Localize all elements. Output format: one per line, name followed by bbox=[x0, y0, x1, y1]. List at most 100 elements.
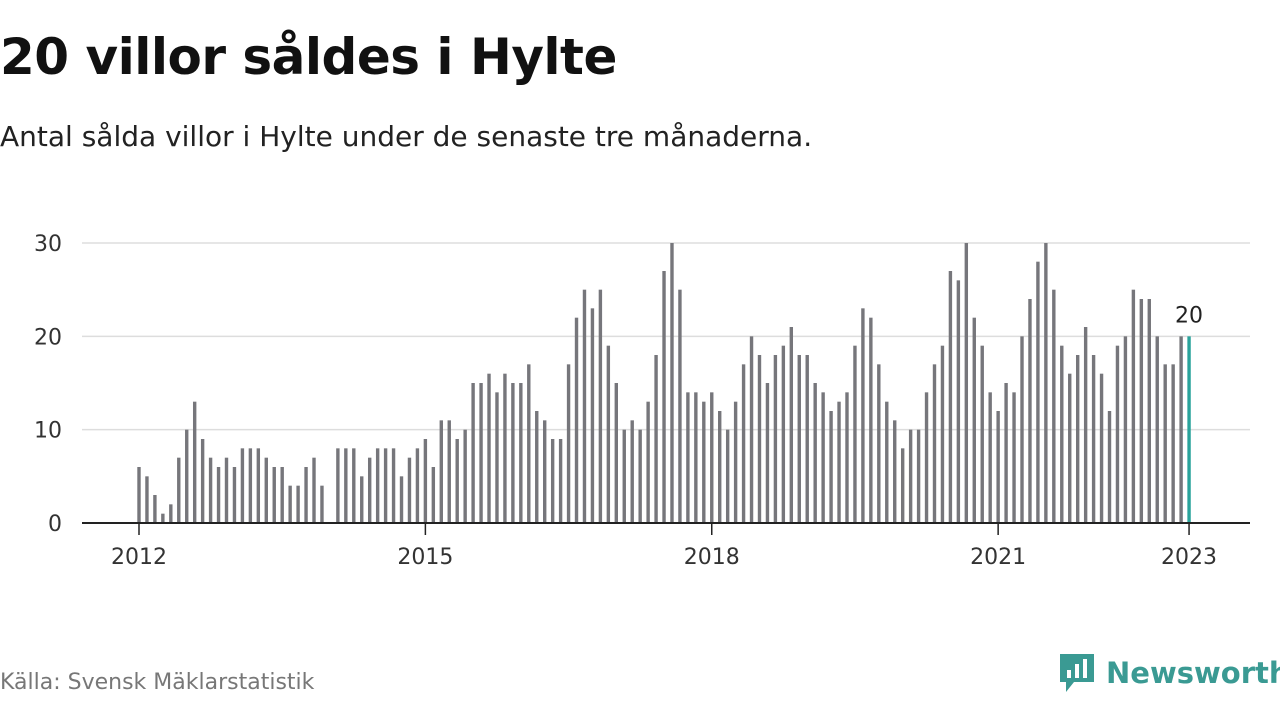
bar bbox=[638, 429, 642, 523]
bar bbox=[877, 364, 881, 523]
bar bbox=[718, 411, 722, 523]
bar bbox=[1012, 392, 1016, 523]
bar bbox=[853, 345, 857, 523]
bar bbox=[702, 401, 706, 523]
y-tick-label: 30 bbox=[34, 232, 62, 257]
bar bbox=[1155, 336, 1159, 523]
bar bbox=[980, 345, 984, 523]
newsworthy-logo-text: Newsworthy bbox=[1106, 656, 1280, 690]
bar bbox=[375, 448, 380, 523]
bar bbox=[710, 392, 714, 523]
bar bbox=[1075, 355, 1080, 523]
bar bbox=[153, 495, 157, 523]
bar bbox=[1139, 299, 1144, 523]
bar bbox=[821, 392, 825, 523]
bar bbox=[837, 401, 841, 523]
bar bbox=[1036, 261, 1040, 523]
bar bbox=[749, 336, 754, 523]
bar bbox=[789, 327, 794, 523]
bar bbox=[463, 429, 467, 523]
bar bbox=[185, 429, 189, 523]
bar bbox=[479, 383, 483, 523]
bar bbox=[741, 364, 746, 523]
bar bbox=[1107, 411, 1112, 523]
bar bbox=[694, 392, 698, 523]
bar bbox=[304, 467, 308, 523]
bar bbox=[352, 448, 356, 523]
bar bbox=[1131, 289, 1136, 523]
x-tick-label: 2021 bbox=[970, 545, 1026, 570]
x-tick-label: 2015 bbox=[397, 545, 453, 570]
bar bbox=[527, 364, 531, 523]
bar bbox=[256, 448, 261, 523]
bar bbox=[264, 457, 268, 523]
bar bbox=[1179, 336, 1183, 523]
y-tick-label: 0 bbox=[48, 512, 62, 537]
bar bbox=[169, 504, 173, 523]
bar bbox=[932, 364, 937, 523]
bar bbox=[916, 429, 921, 523]
bar bbox=[1068, 373, 1072, 523]
bar bbox=[630, 420, 634, 523]
page-title: 20 villor såldes i Hylte bbox=[0, 28, 617, 86]
bar bbox=[1163, 364, 1167, 523]
bar bbox=[495, 392, 499, 523]
bar bbox=[177, 457, 181, 523]
bar bbox=[543, 420, 547, 523]
bar bbox=[733, 401, 738, 523]
bar bbox=[908, 429, 913, 523]
bar bbox=[1052, 289, 1056, 523]
bar bbox=[622, 429, 626, 523]
bar bbox=[845, 392, 849, 523]
bar bbox=[1044, 243, 1048, 523]
bar bbox=[773, 355, 778, 523]
bar bbox=[344, 448, 348, 523]
bar bbox=[312, 457, 316, 523]
bar bbox=[1099, 373, 1104, 523]
bar-highlight bbox=[1187, 336, 1191, 523]
bar bbox=[1123, 336, 1128, 523]
bar bbox=[885, 401, 889, 523]
x-tick-label: 2012 bbox=[111, 545, 167, 570]
bar bbox=[519, 383, 523, 523]
bar bbox=[1171, 364, 1175, 523]
bar bbox=[654, 355, 658, 523]
bar bbox=[383, 448, 388, 523]
bar bbox=[813, 383, 817, 523]
y-tick-label: 20 bbox=[34, 325, 62, 350]
bar bbox=[566, 364, 571, 523]
bar bbox=[137, 467, 141, 523]
bar bbox=[367, 457, 372, 523]
bar bbox=[1060, 345, 1064, 523]
bar bbox=[948, 271, 953, 523]
x-tick-label: 2018 bbox=[684, 545, 740, 570]
bar bbox=[200, 439, 205, 523]
bar bbox=[893, 420, 897, 523]
bar bbox=[574, 317, 579, 523]
bar bbox=[511, 383, 515, 523]
newsworthy-logo-icon bbox=[1060, 654, 1094, 692]
bar bbox=[1028, 299, 1032, 523]
bar bbox=[503, 373, 507, 523]
bar bbox=[861, 308, 865, 523]
bar bbox=[1091, 355, 1096, 523]
bar bbox=[272, 467, 276, 523]
bar bbox=[725, 429, 730, 523]
bar bbox=[336, 448, 340, 523]
bar bbox=[280, 467, 284, 523]
bar bbox=[869, 317, 873, 523]
bar bbox=[558, 439, 563, 523]
bar bbox=[224, 457, 229, 523]
bar bbox=[598, 289, 603, 523]
bar bbox=[590, 308, 595, 523]
x-tick-label: 2023 bbox=[1161, 545, 1217, 570]
bar bbox=[988, 392, 992, 523]
bar bbox=[614, 383, 618, 523]
bar bbox=[145, 476, 149, 523]
bar bbox=[439, 420, 443, 523]
bar bbox=[487, 373, 491, 523]
bar bbox=[471, 383, 475, 523]
bar bbox=[407, 457, 412, 523]
bar bbox=[678, 289, 682, 523]
